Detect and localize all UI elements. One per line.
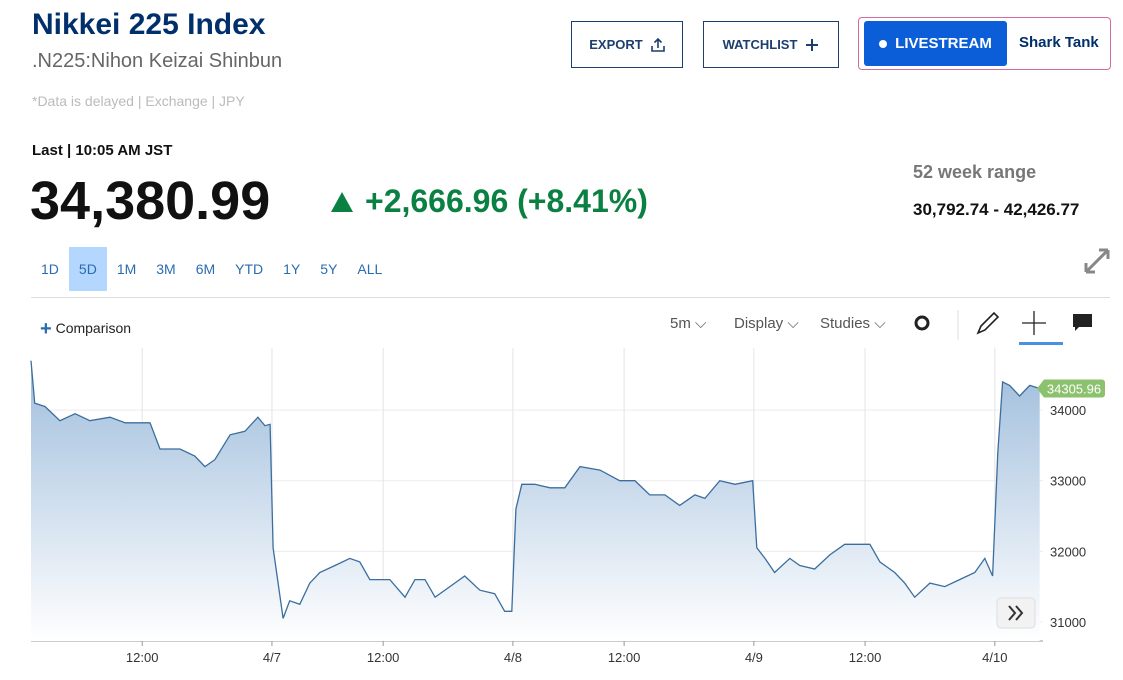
change: +2,666.96 (+8.41%) [365, 183, 648, 219]
y-tick-label: 32000 [1050, 544, 1086, 559]
range-button[interactable]: ALL [357, 261, 383, 277]
x-tick-label: 4/7 [263, 650, 281, 665]
studies-menu[interactable]: Studies ⌵ [820, 315, 886, 332]
livestream-label: LIVESTREAM [895, 35, 992, 52]
x-tick-label: 12:00 [849, 650, 882, 665]
range-button[interactable]: 5Y [320, 261, 338, 277]
settings-icon[interactable] [914, 315, 930, 331]
studies-label: Studies [820, 315, 871, 332]
last-value-tag [1037, 379, 1105, 398]
range-button[interactable]: 1D [41, 261, 59, 277]
x-tick-label: 4/10 [982, 650, 1007, 665]
price: 34,380.99 [30, 171, 271, 231]
interval-label: 5m [670, 315, 691, 332]
last-value-label: 34305.96 [1047, 382, 1101, 397]
live-dot [879, 39, 888, 48]
watchlist-button[interactable]: WATCHLIST [703, 21, 839, 68]
comparison-label: Comparison [55, 320, 132, 336]
x-tick-label: 4/8 [504, 650, 522, 665]
range-button[interactable]: YTD [235, 261, 264, 277]
display-menu[interactable]: Display ⌵ [734, 315, 799, 332]
x-tick-label: 4/9 [745, 650, 763, 665]
range-buttons: 1D 5D 1M 3M 6M YTD 1Y 5Y ALL [31, 247, 392, 291]
expand-icon[interactable] [1083, 247, 1111, 275]
title: Nikkei 225 Index [32, 8, 266, 41]
comparison-button[interactable]: + Comparison [40, 318, 132, 340]
range-label: 52 week range [913, 162, 1037, 182]
crosshair-icon[interactable] [1022, 311, 1046, 335]
scroll-button[interactable] [996, 597, 1036, 629]
up-arrow [331, 192, 353, 212]
watchlist-label: WATCHLIST [722, 37, 798, 52]
active-underline [1019, 342, 1063, 345]
interval-menu[interactable]: 5m ⌵ [670, 315, 707, 332]
y-tick-label: 33000 [1050, 474, 1086, 489]
range-button[interactable]: 6M [195, 261, 216, 277]
show-name[interactable]: Shark Tank [1019, 34, 1099, 51]
export-label: EXPORT [589, 37, 643, 52]
comment-icon[interactable] [1073, 314, 1092, 331]
livestream-box[interactable]: LIVESTREAM Shark Tank [858, 17, 1111, 70]
export-icon [650, 37, 665, 52]
display-label: Display [734, 315, 784, 332]
x-tick-label: 12:00 [608, 650, 641, 665]
disclaimer: *Data is delayed | Exchange | JPY [32, 93, 245, 109]
week-range: 30,792.74 - 42,426.77 [913, 200, 1080, 219]
range-button[interactable]: 5D [68, 247, 107, 291]
draw-icon[interactable] [976, 311, 1000, 335]
chart-tools [914, 310, 1092, 345]
scroll-icon [1008, 605, 1024, 621]
y-tick-label: 34000 [1050, 403, 1086, 418]
plus-icon [806, 38, 819, 51]
export-button[interactable]: EXPORT [571, 21, 683, 68]
x-tick-label: 12:00 [126, 650, 159, 665]
range-button[interactable]: 1Y [283, 261, 301, 277]
area [31, 360, 1040, 641]
range-button[interactable]: 3M [156, 261, 176, 277]
x-tick-label: 12:00 [367, 650, 400, 665]
livestream-button[interactable]: LIVESTREAM [864, 21, 1007, 66]
price-line [30, 360, 1040, 619]
y-tick-label: 31000 [1050, 615, 1086, 630]
divider [31, 297, 1110, 298]
last-label: Last | 10:05 AM JST [32, 142, 173, 159]
range-button[interactable]: 1M [116, 261, 137, 277]
subtitle: .N225:Nihon Keizai Shinbun [32, 50, 283, 72]
